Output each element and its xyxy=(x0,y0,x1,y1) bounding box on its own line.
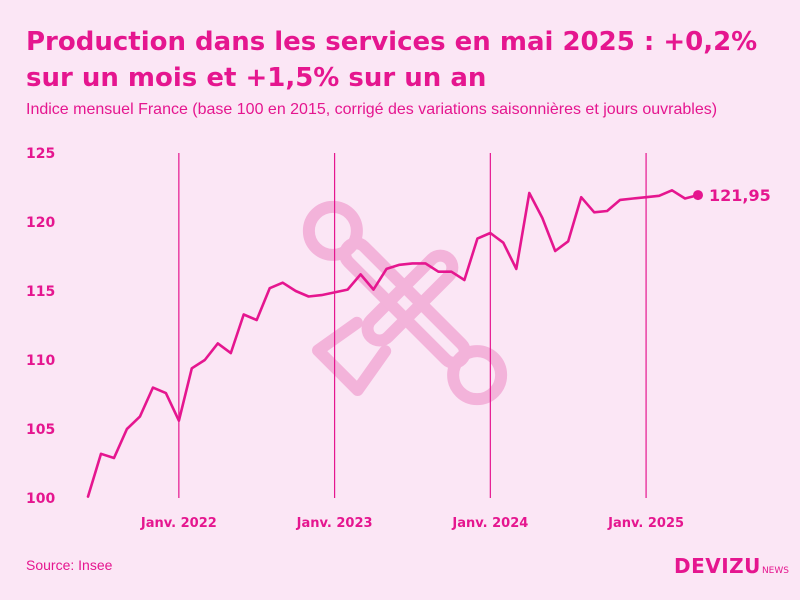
y-tick-label: 110 xyxy=(26,353,55,369)
x-tick-label: Janv. 2022 xyxy=(140,516,217,531)
x-tick-label: Janv. 2024 xyxy=(451,516,528,531)
y-tick-label: 105 xyxy=(26,422,55,438)
y-tick-label: 125 xyxy=(26,146,55,162)
last-value-label: 121,95 xyxy=(709,186,771,205)
y-tick-label: 120 xyxy=(26,215,55,231)
chart-subtitle: Indice mensuel France (base 100 en 2015,… xyxy=(26,101,718,118)
last-point-marker xyxy=(693,190,703,201)
wrench-screwdriver-icon xyxy=(302,200,508,406)
brand-logo: DEVIZUNEWS xyxy=(674,554,789,578)
chart-title: Production dans les services en mai 2025… xyxy=(26,27,758,93)
brand-main: DEVIZU xyxy=(674,554,761,578)
x-tick-label: Janv. 2025 xyxy=(607,516,684,531)
y-tick-label: 115 xyxy=(26,284,55,300)
x-tick-label: Janv. 2023 xyxy=(296,516,373,531)
series-line xyxy=(86,189,700,498)
source-note: Source: Insee xyxy=(26,557,113,573)
brand-sub: NEWS xyxy=(761,566,789,576)
y-tick-label: 100 xyxy=(26,491,55,507)
